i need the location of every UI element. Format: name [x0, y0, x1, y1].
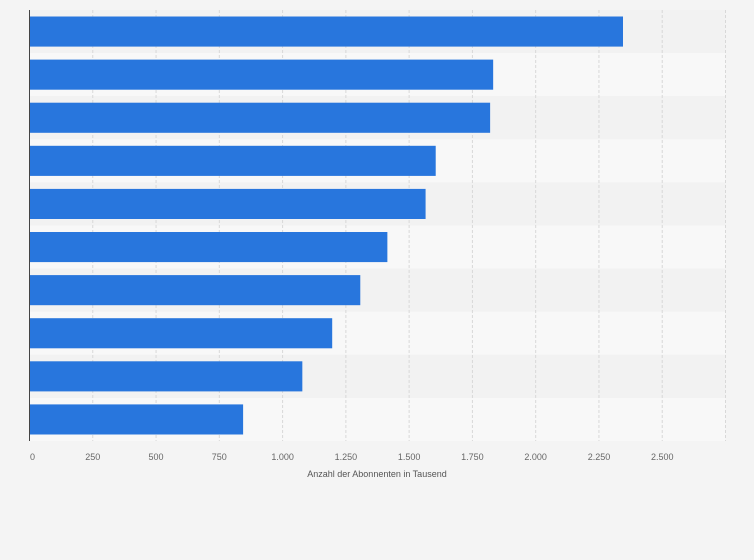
x-tick-label: 1.000	[271, 452, 294, 462]
bar	[29, 188, 426, 219]
bar	[29, 59, 494, 90]
x-tick-label: 1.250	[335, 452, 358, 462]
x-tick-label: 2.250	[588, 452, 611, 462]
x-tick-label: 0	[30, 452, 35, 462]
x-axis-title: Anzahl der Abonnenten in Tausend	[307, 469, 446, 479]
x-tick-label: 1.750	[461, 452, 484, 462]
bar	[29, 232, 388, 263]
bar	[29, 404, 244, 435]
bar	[29, 275, 361, 306]
x-tick-label: 2.500	[651, 452, 674, 462]
x-tick-label: 500	[149, 452, 164, 462]
bar	[29, 318, 333, 349]
bar	[29, 145, 436, 176]
bar	[29, 16, 623, 47]
x-tick-label: 1.500	[398, 452, 421, 462]
x-tick-label: 750	[212, 452, 227, 462]
x-tick-label: 2.000	[524, 452, 547, 462]
bar	[29, 361, 303, 392]
bar	[29, 102, 491, 133]
x-tick-label: 250	[85, 452, 100, 462]
